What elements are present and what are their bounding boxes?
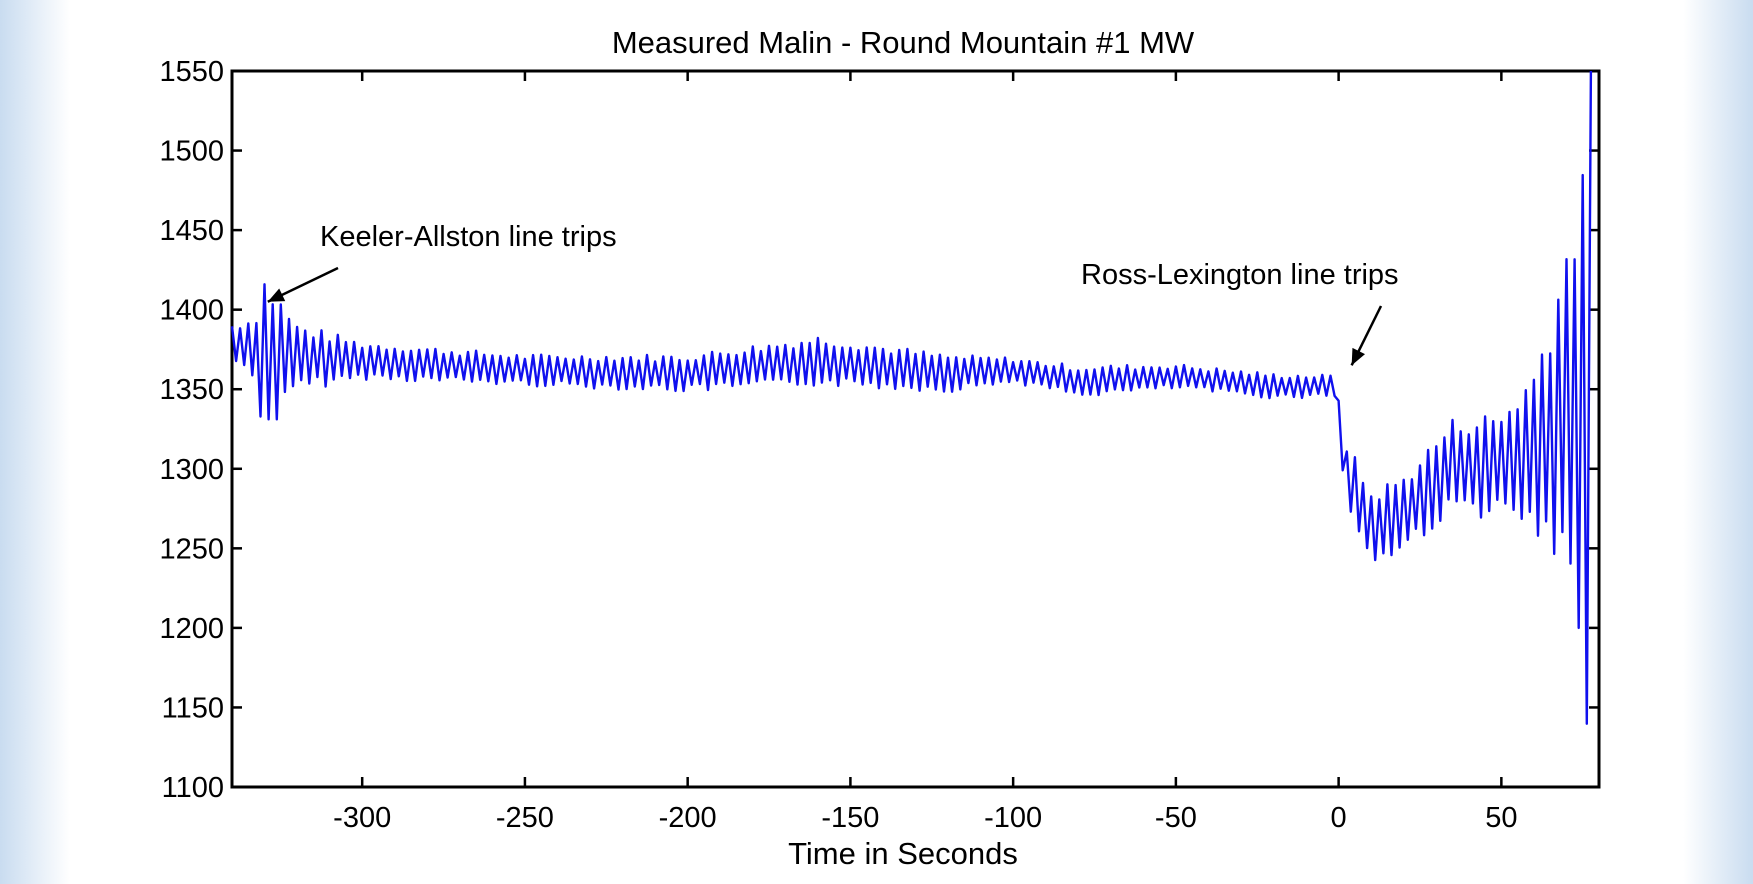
x-tick-label: -150 <box>821 802 879 834</box>
x-tick-label: -50 <box>1155 802 1197 834</box>
x-axis: -300 -250 -200 -150 -100 -50 0 50 <box>333 71 1517 834</box>
y-tick-label: 1550 <box>159 56 224 88</box>
y-tick-label: 1350 <box>159 374 224 406</box>
series-line <box>230 70 1593 725</box>
x-tick-label: 50 <box>1485 802 1517 834</box>
chart-title: Measured Malin - Round Mountain #1 MW <box>612 25 1195 60</box>
y-tick-label: 1200 <box>159 613 224 645</box>
x-tick-label: -250 <box>496 802 554 834</box>
y-tick-label: 1500 <box>159 136 224 168</box>
arrow-head-icon <box>1351 347 1366 366</box>
y-axis: 1100 1150 1200 1250 1300 1350 1400 1450 1500 1550 <box>159 56 1599 804</box>
y-tick-label: 1150 <box>162 692 224 724</box>
annotations: Keeler-Allston line trips Ross-Lexington … <box>267 221 1399 366</box>
plot-frame <box>230 69 1601 789</box>
annotation-label: Ross-Lexington line trips <box>1081 259 1399 291</box>
y-tick-label: 1300 <box>159 454 224 486</box>
y-tick-label: 1450 <box>159 215 224 247</box>
arrow-head-icon <box>267 288 286 302</box>
x-tick-label: -300 <box>333 802 391 834</box>
y-tick-label: 1100 <box>162 772 224 804</box>
x-tick-label: 0 <box>1331 802 1347 834</box>
annotation-label: Keeler-Allston line trips <box>320 221 617 253</box>
x-tick-label: -200 <box>659 802 717 834</box>
y-tick-label: 1250 <box>159 533 224 565</box>
x-tick-label: -100 <box>984 802 1042 834</box>
x-axis-label: Time in Seconds <box>788 836 1018 871</box>
y-tick-label: 1400 <box>159 295 224 327</box>
